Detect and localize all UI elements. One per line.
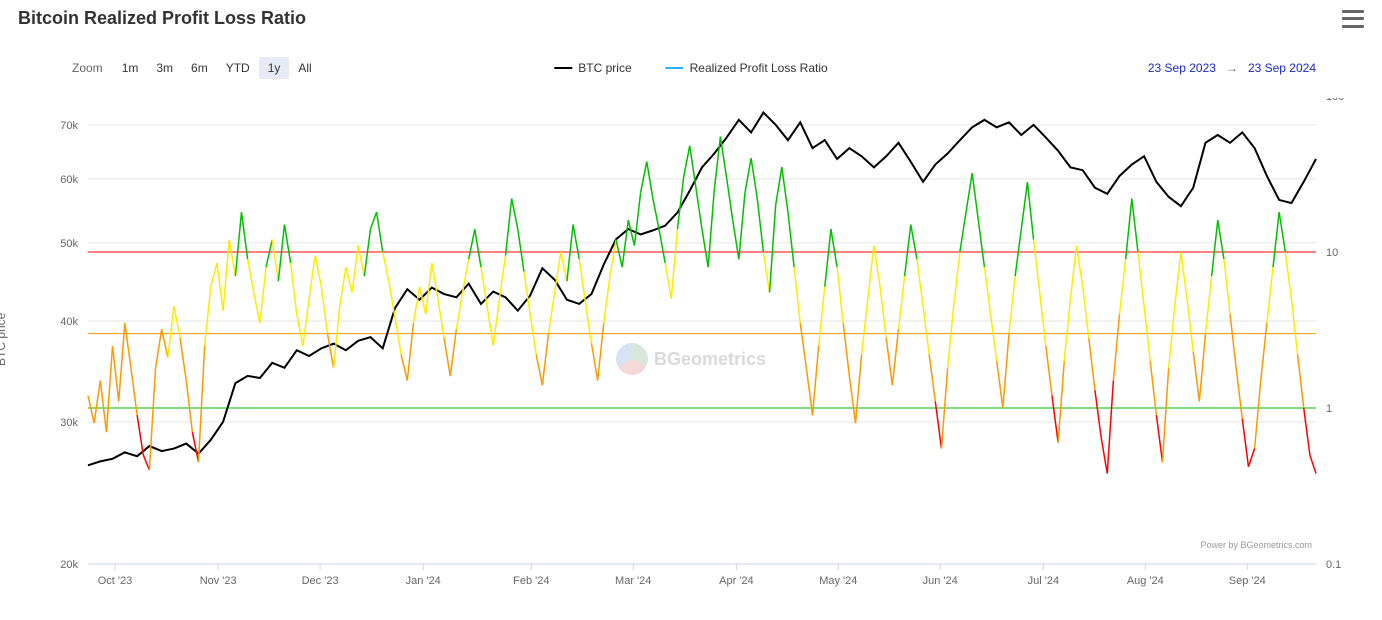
chart-plot[interactable]: 20k 30k 40k 50k 60k 70k 0.1 1 10 100 Oct '23 Nov '2… xyxy=(0,98,1382,620)
zoom-6m-button[interactable]: 6m xyxy=(182,57,217,79)
svg-text:0.1: 0.1 xyxy=(1326,559,1341,571)
svg-text:100: 100 xyxy=(1326,98,1344,103)
legend-label: Realized Profit Loss Ratio xyxy=(690,61,828,75)
svg-text:May '24: May '24 xyxy=(819,575,857,587)
svg-text:Jun '24: Jun '24 xyxy=(923,575,958,587)
svg-text:10: 10 xyxy=(1326,247,1338,259)
svg-text:Feb '24: Feb '24 xyxy=(513,575,549,587)
zoom-button-group: 1m3m6mYTD1yAll xyxy=(113,57,321,79)
zoom-1m-button[interactable]: 1m xyxy=(113,57,148,79)
date-range: 23 Sep 2023 → 23 Sep 2024 xyxy=(1148,61,1364,75)
legend-swatch-icon xyxy=(554,67,572,69)
zoom-ytd-button[interactable]: YTD xyxy=(217,57,259,79)
date-to[interactable]: 23 Sep 2024 xyxy=(1248,61,1316,75)
svg-text:Mar '24: Mar '24 xyxy=(615,575,651,587)
arrow-right-icon: → xyxy=(1226,61,1238,75)
svg-text:40k: 40k xyxy=(60,316,78,328)
zoom-all-button[interactable]: All xyxy=(289,57,320,79)
svg-text:Apr '24: Apr '24 xyxy=(719,575,754,587)
svg-text:Oct '23: Oct '23 xyxy=(98,575,133,587)
svg-text:Jul '24: Jul '24 xyxy=(1028,575,1059,587)
svg-text:50k: 50k xyxy=(60,238,78,250)
svg-text:Aug '24: Aug '24 xyxy=(1127,575,1164,587)
zoom-label: Zoom xyxy=(72,61,103,75)
zoom-3m-button[interactable]: 3m xyxy=(147,57,182,79)
svg-text:Dec '23: Dec '23 xyxy=(302,575,339,587)
legend-swatch-icon xyxy=(666,67,684,69)
svg-text:Jan '24: Jan '24 xyxy=(406,575,441,587)
legend: BTC price Realized Profit Loss Ratio xyxy=(554,61,827,75)
svg-text:1: 1 xyxy=(1326,403,1332,415)
svg-text:Nov '23: Nov '23 xyxy=(200,575,237,587)
zoom-1y-button[interactable]: 1y xyxy=(259,57,290,79)
chart-title: Bitcoin Realized Profit Loss Ratio xyxy=(18,8,306,29)
svg-text:30k: 30k xyxy=(60,417,78,429)
context-menu-icon[interactable] xyxy=(1342,10,1364,28)
legend-label: BTC price xyxy=(578,61,631,75)
svg-text:70k: 70k xyxy=(60,120,78,132)
svg-text:Sep '24: Sep '24 xyxy=(1229,575,1266,587)
credits-label: Power by BGeometrics.com xyxy=(1200,540,1312,550)
legend-item[interactable]: BTC price xyxy=(554,61,631,75)
legend-item[interactable]: Realized Profit Loss Ratio xyxy=(666,61,828,75)
date-from[interactable]: 23 Sep 2023 xyxy=(1148,61,1216,75)
svg-text:20k: 20k xyxy=(60,559,78,571)
svg-text:60k: 60k xyxy=(60,174,78,186)
btc-price-series[interactable] xyxy=(88,113,1316,466)
